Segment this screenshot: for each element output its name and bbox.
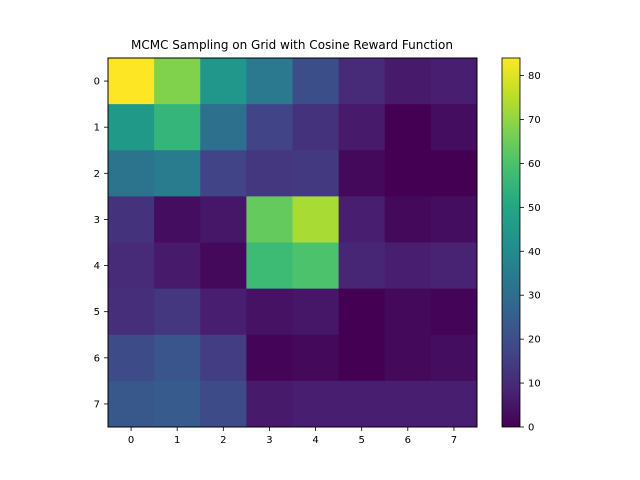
- heatmap-cell: [292, 58, 340, 105]
- colorbar-tick-label: 40: [528, 247, 541, 258]
- y-tick-label: 3: [94, 215, 100, 226]
- colorbar-tick-label: 70: [528, 115, 541, 126]
- heatmap-cell: [292, 242, 340, 290]
- heatmap-cell: [200, 104, 247, 151]
- x-tick-label: 2: [220, 435, 226, 446]
- y-tick-label: 1: [94, 123, 100, 134]
- heatmap-cell: [154, 58, 201, 105]
- chart-title: MCMC Sampling on Grid with Cosine Reward…: [131, 38, 453, 52]
- y-axis: 0 1 2 3 4 5 6 7: [94, 77, 108, 410]
- heatmap-cell: [384, 104, 432, 151]
- heatmap-cell: [292, 288, 340, 336]
- heatmap-cell: [200, 288, 247, 336]
- colorbar-tick-label: 60: [528, 159, 541, 170]
- heatmap-cell: [200, 380, 247, 428]
- colorbar: 0 10 20 30 40 50 60 70 80: [501, 57, 541, 434]
- heatmap-cell: [200, 242, 247, 290]
- heatmap-cell: [200, 58, 247, 105]
- colorbar-tick-label: 20: [528, 335, 541, 346]
- heatmap-cell: [430, 150, 478, 197]
- heatmap-cell: [246, 150, 293, 197]
- heatmap-cell: [200, 196, 247, 243]
- heatmap-cell: [200, 150, 247, 197]
- colorbar-tick-label: 30: [528, 291, 541, 302]
- y-tick-label: 6: [94, 353, 100, 364]
- colorbar-gradient: [501, 57, 521, 428]
- heatmap-cell: [154, 104, 201, 151]
- heatmap-cell: [338, 196, 386, 243]
- x-tick-label: 7: [451, 435, 457, 446]
- heatmap-cell: [430, 104, 478, 151]
- y-tick-label: 7: [94, 399, 100, 410]
- heatmap-cell: [384, 242, 432, 290]
- heatmap-cell: [154, 242, 201, 290]
- x-tick-label: 5: [359, 435, 365, 446]
- heatmap-cell: [384, 58, 432, 105]
- heatmap-cell: [108, 58, 155, 105]
- colorbar-tick-label: 80: [528, 71, 541, 82]
- heatmap-cell: [292, 104, 340, 151]
- heatmap-cell: [430, 242, 478, 290]
- colorbar-tick-label: 50: [528, 203, 541, 214]
- heatmap-cell: [246, 380, 293, 428]
- heatmap-cell: [108, 196, 155, 243]
- heatmap-cell: [200, 334, 247, 382]
- x-axis: 0 1 2 3 4 5 6 7: [128, 427, 457, 446]
- heatmap-cell: [338, 58, 386, 105]
- heatmap-cell: [246, 58, 293, 105]
- heatmap-cell: [384, 380, 432, 428]
- heatmap-cell: [154, 288, 201, 336]
- heatmap-cell: [384, 334, 432, 382]
- heatmap-cell: [338, 150, 386, 197]
- heatmap-cell: [338, 334, 386, 382]
- x-tick-label: 4: [312, 435, 318, 446]
- heatmap-cell: [338, 104, 386, 151]
- heatmap-cell: [384, 288, 432, 336]
- heatmap-cell: [154, 380, 201, 428]
- heatmap-cell: [108, 380, 155, 428]
- heatmap-cell: [384, 150, 432, 197]
- heatmap-cell: [246, 288, 293, 336]
- heatmap-cells: [108, 58, 478, 428]
- y-tick-label: 5: [94, 307, 100, 318]
- colorbar-tick-label: 10: [528, 379, 541, 390]
- y-tick-label: 2: [94, 169, 100, 180]
- heatmap-cell: [338, 242, 386, 290]
- y-tick-label: 0: [94, 77, 100, 88]
- heatmap-cell: [384, 196, 432, 243]
- heatmap-cell: [108, 104, 155, 151]
- heatmap-cell: [108, 150, 155, 197]
- heatmap-cell: [430, 288, 478, 336]
- heatmap-cell: [292, 334, 340, 382]
- heatmap-cell: [154, 334, 201, 382]
- x-tick-label: 1: [174, 435, 180, 446]
- heatmap-cell: [246, 104, 293, 151]
- heatmap-cell: [292, 196, 340, 243]
- heatmap-cell: [246, 242, 293, 290]
- heatmap-cell: [246, 196, 293, 243]
- y-tick-label: 4: [94, 261, 100, 272]
- heatmap-cell: [430, 196, 478, 243]
- heatmap-cell: [154, 196, 201, 243]
- heatmap-cell: [292, 150, 340, 197]
- heatmap-cell: [154, 150, 201, 197]
- x-tick-label: 0: [128, 435, 134, 446]
- heatmap-cell: [108, 242, 155, 290]
- colorbar-tick-label: 0: [528, 423, 534, 434]
- x-tick-label: 3: [266, 435, 272, 446]
- heatmap-cell: [338, 380, 386, 428]
- heatmap-cell: [338, 288, 386, 336]
- heatmap-cell: [430, 380, 478, 428]
- plot-frame: [107, 57, 478, 428]
- heatmap-cell: [292, 380, 340, 428]
- heatmap-cell: [108, 288, 155, 336]
- heatmap-cell: [430, 334, 478, 382]
- heatmap-cell: [430, 58, 478, 105]
- x-tick-label: 6: [405, 435, 411, 446]
- heatmap-cell: [246, 334, 293, 382]
- heatmap-cell: [108, 334, 155, 382]
